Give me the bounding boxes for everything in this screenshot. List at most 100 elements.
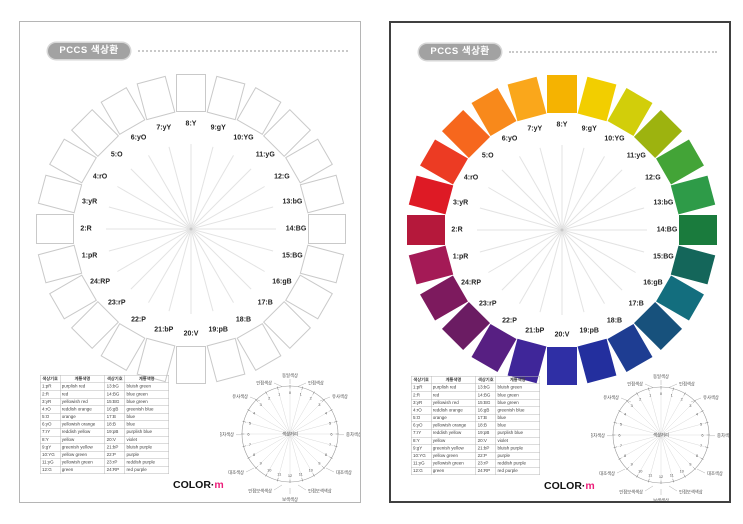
diagram-number: 10 — [267, 467, 272, 472]
color-code-cell: 12:G — [40, 466, 61, 475]
color-code-cell: 19:pB — [475, 429, 496, 438]
diagram-number: 10 — [309, 467, 314, 472]
hue-label-3-yR: 3:yR — [81, 198, 98, 206]
diagram-number: 4 — [624, 412, 627, 417]
table-row: 2:R red 14:BG blue green — [411, 391, 541, 400]
diagram-number: 10 — [638, 468, 643, 473]
diagram-label: 인접보색색상 — [619, 489, 643, 496]
diagram-label: 중차색상 — [346, 431, 360, 438]
color-name-cell: orange — [59, 412, 106, 422]
color-code-cell: 13:bG — [475, 383, 496, 392]
table-row: 8:Y yellow 20:V violet — [40, 435, 170, 444]
color-name-cell: yellow — [430, 436, 477, 445]
color-name-table: 색상기호 계통색명 색상기호 계통색명 1:pR purplish red 13:bG blu… — [40, 374, 172, 475]
color-name-cell: purple — [124, 450, 170, 460]
hue-label-12-G: 12:G — [645, 174, 661, 181]
diagram-number: 0 — [289, 390, 292, 395]
hue-label-6-yO: 6:yO — [130, 134, 147, 142]
color-name-cell: reddish purple — [124, 458, 170, 467]
diagram-number: 7 — [620, 443, 622, 448]
diagram-label: 유사색상 — [332, 393, 348, 400]
color-name-cell: purplish blue — [495, 429, 541, 438]
hue-label-10-YG: 10:YG — [233, 134, 254, 142]
table-row: 2:R red 14:BG blue green — [40, 390, 170, 399]
hue-swatch-20-V — [547, 347, 577, 385]
diagram-label: 보색색상 — [653, 497, 669, 504]
diagram-number: 10 — [680, 468, 685, 473]
diagram-number: 6 — [618, 432, 620, 437]
diagram-number: 4 — [253, 411, 256, 416]
color-name-cell: purplish red — [430, 383, 477, 392]
color-code-cell: 1:pR — [40, 382, 61, 391]
color-code-cell: 20:V — [104, 435, 125, 444]
hue-label-1-pR: 1:pR — [81, 252, 98, 260]
color-code-cell: 14:BG — [475, 391, 496, 400]
hue-label-23-rP: 23:rP — [478, 300, 497, 308]
table-row: 1:pR purplish red 13:bG bluish green — [40, 382, 170, 391]
hue-swatch-13-bG — [671, 175, 716, 215]
hue-label-5-O: 5:O — [110, 151, 123, 159]
table-row: 8:Y yellow 20:V violet — [411, 436, 541, 445]
color-name-cell: blue — [124, 412, 170, 422]
diagram-label: 중차색상 — [717, 432, 731, 439]
color-name-cell: blue — [495, 421, 541, 430]
table-row: 7:rY reddish yellow 19:pB purplish blue — [411, 429, 541, 438]
color-code-cell: 21:bP — [475, 444, 496, 453]
color-name-cell: yellowish red — [59, 397, 106, 406]
diagram-label: 인접색상 — [308, 380, 324, 387]
color-code-cell: 2:R — [40, 390, 61, 399]
hue-label-7-yY: 7:yY — [527, 125, 543, 133]
hue-swatch-7-yY — [136, 75, 176, 120]
hue-label-5-O: 5:O — [481, 152, 494, 160]
table-row: 1:pR purplish red 13:bG bluish green — [411, 383, 541, 392]
color-code-cell: 16:gB — [104, 405, 125, 414]
diagram-number: 9 — [318, 461, 320, 466]
diagram-number: 5 — [249, 421, 251, 426]
color-name-cell: green — [59, 466, 106, 475]
table-header-cell: 색상기호 — [104, 374, 125, 384]
diagram-number: 6 — [330, 431, 332, 436]
table-row: 3:yR yellowish red 15:BG blue green — [40, 397, 170, 406]
page-colored-worksheet[interactable]: PCCS 색상환 8:Y 9:gY 10:YG 11:yG 12:G 13:bG 14:BG… — [389, 21, 731, 504]
color-name-cell: bluish green — [124, 382, 170, 391]
hue-label-19-pB: 19:pB — [208, 326, 228, 334]
diagram-number: 7 — [700, 443, 702, 448]
diagram-label: 중차색상 — [591, 432, 605, 439]
table-header-cell: 계통색명 — [495, 375, 541, 385]
hue-label-20-V: 20:V — [183, 330, 199, 338]
hue-label-21-bP: 21:bP — [154, 326, 174, 334]
table-row: 11:yG yellowish green 23:rP reddish purple — [411, 459, 541, 468]
diagram-number: 5 — [620, 422, 622, 427]
hue-swatch-7-yY — [507, 76, 547, 121]
logo-text-black: COLOR· — [173, 479, 215, 491]
diagram-number: 11 — [277, 471, 281, 476]
colorm-logo: COLOR·m — [173, 479, 224, 491]
color-code-cell: 4:rO — [40, 405, 61, 414]
table-header-cell: 색상기호 — [411, 375, 432, 385]
color-code-cell: 24:RP — [475, 467, 496, 476]
hue-label-22-P: 22:P — [502, 317, 517, 325]
diagram-number: 7 — [329, 442, 331, 447]
table-row: 4:rO reddish orange 16:gB greenish blue — [411, 406, 541, 415]
table-header-cell: 색상기호 — [40, 374, 61, 384]
hue-label-11-yG: 11:yG — [626, 152, 646, 160]
table-header-cell: 계통색명 — [124, 374, 170, 384]
diagram-label: 색상거리 — [282, 430, 298, 437]
table-row: 12:G green 24:RP red purple — [40, 466, 170, 475]
page-outline-worksheet[interactable]: PCCS 색상환 8:Y 9:gY 10:YG 11:yG 12:G 13:bG 14:BG… — [19, 21, 361, 503]
color-code-cell: 5:O — [411, 413, 432, 423]
diagram-number: 2 — [310, 395, 312, 400]
color-code-cell: 10:YG — [411, 451, 432, 461]
color-code-cell: 24:RP — [104, 466, 125, 475]
diagram-label: 인접색상 — [256, 380, 272, 387]
color-name-cell: bluish green — [495, 383, 541, 392]
diagram-number: 9 — [260, 461, 262, 466]
color-name-cell: greenish blue — [124, 405, 170, 414]
wheel-center-dot — [560, 228, 564, 232]
color-name-cell: red — [430, 391, 477, 400]
diagram-number: 2 — [681, 396, 683, 401]
hue-label-18-B: 18:B — [235, 316, 252, 324]
color-code-cell: 18:B — [475, 421, 496, 430]
color-name-cell: purple — [495, 451, 541, 461]
hue-label-13-bG: 13:bG — [282, 198, 303, 206]
